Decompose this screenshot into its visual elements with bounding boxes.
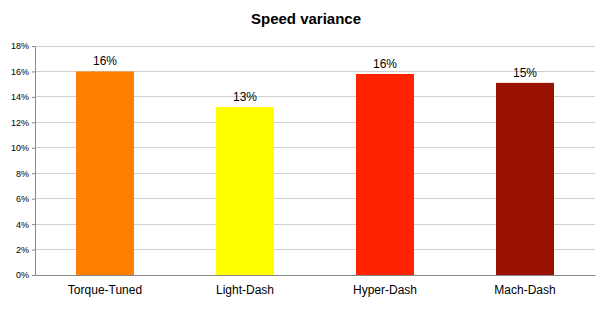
data-label: 15% xyxy=(513,66,537,80)
bar xyxy=(216,107,274,275)
tick: 4% xyxy=(16,219,35,229)
tick-mark xyxy=(32,71,35,72)
bars xyxy=(76,71,554,275)
tick: Light-Dash xyxy=(216,275,274,297)
title: Speed variance xyxy=(251,10,361,27)
tick-label: 6% xyxy=(16,194,29,204)
tick-label: 14% xyxy=(11,92,29,102)
data-label: 16% xyxy=(93,54,117,68)
tick-mark xyxy=(32,46,35,47)
tick-label: 2% xyxy=(16,245,29,255)
tick-mark xyxy=(32,224,35,225)
x-axis: Torque-Tuned Light-Dash Hyper-Dash Mach-Das… xyxy=(36,275,596,297)
tick: 12% xyxy=(11,118,35,128)
axis-line xyxy=(36,275,596,276)
tick: Mach-Dash xyxy=(494,275,555,297)
bar xyxy=(76,71,134,275)
tick: 2% xyxy=(16,245,35,255)
tick-label: 10% xyxy=(11,143,29,153)
category-label: Torque-Tuned xyxy=(68,283,142,297)
tick-mark xyxy=(32,199,35,200)
tick-mark xyxy=(32,122,35,123)
bar xyxy=(496,83,554,275)
tick: 16% xyxy=(11,67,35,77)
category-label: Mach-Dash xyxy=(494,283,555,297)
tick-label: 16% xyxy=(11,67,29,77)
tick-label: 8% xyxy=(16,169,29,179)
tick-label: 18% xyxy=(11,41,29,51)
category-label: Light-Dash xyxy=(216,283,274,297)
tick-mark xyxy=(32,148,35,149)
axis-line xyxy=(35,47,36,276)
tick: 0% xyxy=(16,270,35,280)
tick-label: 0% xyxy=(16,270,29,280)
tick-label: 12% xyxy=(11,118,29,128)
category-label: Hyper-Dash xyxy=(353,283,417,297)
grid xyxy=(35,46,595,275)
tick: 18% xyxy=(11,41,35,51)
grid-line xyxy=(35,46,595,47)
tick-mark xyxy=(32,97,35,98)
tick: 10% xyxy=(11,143,35,153)
data-labels: 16% 13% 16% 15% xyxy=(93,54,537,104)
tick: Hyper-Dash xyxy=(353,275,417,297)
data-label: 13% xyxy=(233,90,257,104)
tick-mark xyxy=(32,275,35,276)
tick-mark xyxy=(32,250,35,251)
tick: 6% xyxy=(16,194,35,204)
y-axis: 0% 2% 4% 6% 8% 10% 12% 14% 16% 18% xyxy=(11,41,36,280)
bar xyxy=(356,74,414,275)
tick: 14% xyxy=(11,92,35,102)
data-label: 16% xyxy=(373,57,397,71)
tick: 8% xyxy=(16,169,35,179)
chart: 0% 2% 4% 6% 8% 10% 12% 14% 16% 18% Torque-Tuned Lig… xyxy=(0,0,612,309)
tick: Torque-Tuned xyxy=(68,275,142,297)
tick-label: 4% xyxy=(16,219,29,229)
tick-mark xyxy=(32,173,35,174)
